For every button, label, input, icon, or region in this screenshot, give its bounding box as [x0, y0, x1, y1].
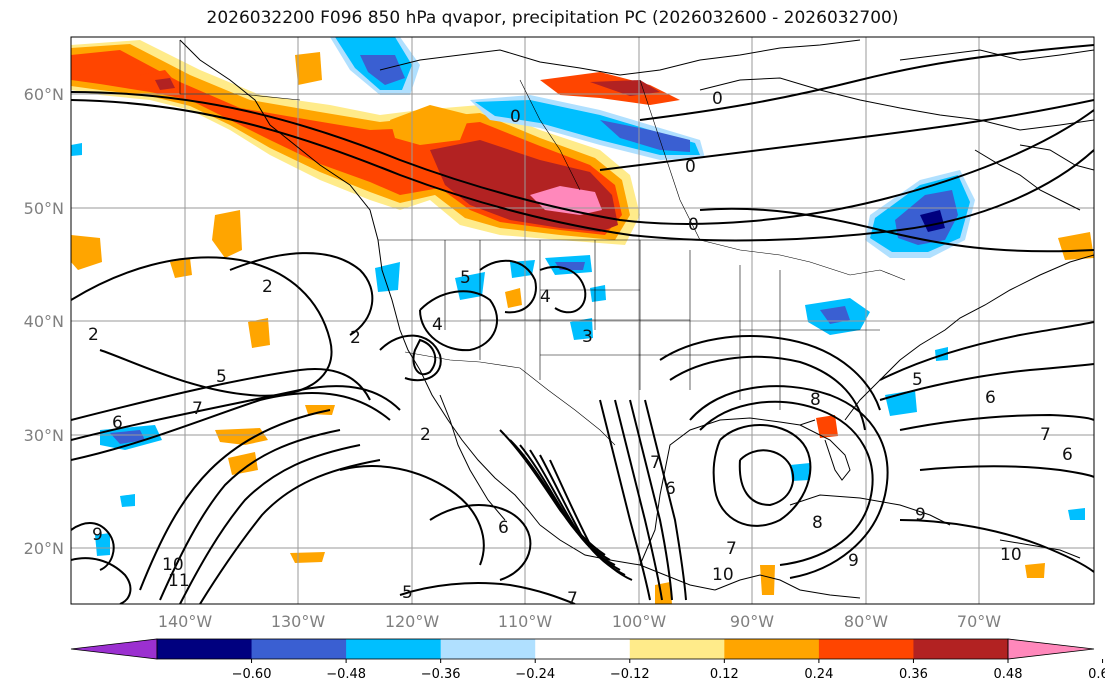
contour-label: 5 — [216, 367, 227, 387]
contour-label: 7 — [726, 539, 737, 559]
chart-title: 2026032200 F096 850 hPa qvapor, precipit… — [206, 8, 899, 28]
colorbar-frame — [156, 638, 1009, 660]
contour-label: 4 — [540, 287, 551, 307]
lon-label-90w: 90°W — [730, 612, 774, 631]
lon-label-80w: 80°W — [844, 612, 888, 631]
contour-label: 7 — [650, 453, 661, 473]
colorbar — [70, 638, 1095, 660]
contour-label: 6 — [665, 479, 676, 499]
graticule — [71, 37, 1094, 604]
lon-label-70w: 70°W — [957, 612, 1001, 631]
contour-label: 2 — [420, 425, 431, 445]
contour-label: 0 — [510, 107, 521, 127]
colorbar-tick-label: 0.48 — [994, 667, 1023, 682]
contour-label: 3 — [582, 327, 593, 347]
colorbar-tick-label: 0.24 — [804, 667, 833, 682]
contour-label: 5 — [912, 370, 923, 390]
contour-label: 9 — [848, 551, 859, 571]
colorbar-segment — [346, 639, 442, 659]
colorbar-segment — [724, 639, 820, 659]
colorbar-extension-high — [1007, 638, 1095, 660]
contour-label: 10 — [162, 555, 184, 575]
colorbar-tick-label: −0.48 — [326, 667, 366, 682]
contour-label: 6 — [498, 518, 509, 538]
contour-label: 7 — [192, 399, 203, 419]
contour-label: 6 — [985, 388, 996, 408]
lat-label-30n: 30°N — [24, 426, 64, 445]
contour-label: 9 — [92, 525, 103, 545]
contour-label: 2 — [262, 277, 273, 297]
contour-label: 2 — [88, 325, 99, 345]
colorbar-tick-label: 0.60 — [1088, 667, 1105, 682]
contour-label: 6 — [1062, 445, 1073, 465]
map-frame — [70, 36, 1095, 605]
lat-label-40n: 40°N — [24, 312, 64, 331]
contour-label: 7 — [1040, 425, 1051, 445]
contour-label: 2 — [350, 328, 361, 348]
colorbar-segment — [535, 639, 631, 659]
contour-label: 9 — [915, 505, 926, 525]
colorbar-segment — [913, 639, 1009, 659]
contour-label: 0 — [685, 157, 696, 177]
contour-label: 0 — [712, 89, 723, 109]
lon-label-140w: 140°W — [158, 612, 213, 631]
lat-label-60n: 60°N — [24, 85, 64, 104]
lon-label-130w: 130°W — [271, 612, 326, 631]
contour-label: 0 — [688, 215, 699, 235]
contour-label: 10 — [1000, 545, 1022, 565]
colorbar-segment — [251, 639, 347, 659]
contour-label: 8 — [810, 390, 821, 410]
colorbar-segment — [629, 639, 725, 659]
qvapor-contours — [71, 44, 1094, 604]
colorbar-segment — [440, 639, 536, 659]
contour-label: 6 — [112, 413, 123, 433]
contour-label: 5 — [402, 583, 413, 603]
contour-label: 8 — [812, 513, 823, 533]
lon-label-100w: 100°W — [612, 612, 667, 631]
lon-label-110w: 110°W — [498, 612, 553, 631]
colorbar-tick-label: −0.36 — [421, 667, 461, 682]
contour-label: 10 — [712, 565, 734, 585]
colorbar-tick-labels: −0.60 −0.48 −0.36 −0.24 −0.12 0.12 0.24 0.36 0.4… — [232, 659, 1105, 682]
colorbar-extension-low — [70, 638, 158, 660]
contour-label: 4 — [432, 315, 443, 335]
colorbar-segment — [157, 639, 253, 659]
contour-label: 5 — [460, 268, 471, 288]
contour-label: 7 — [567, 589, 578, 609]
lon-label-120w: 120°W — [385, 612, 440, 631]
colorbar-tick-label: 0.36 — [899, 667, 928, 682]
colorbar-tick-label: 0.12 — [710, 667, 739, 682]
lat-label-50n: 50°N — [24, 199, 64, 218]
contour-label: 11 — [168, 571, 190, 591]
colorbar-tick-label: −0.60 — [232, 667, 272, 682]
colorbar-segment — [818, 639, 914, 659]
colorbar-tick-label: −0.12 — [610, 667, 650, 682]
coastlines — [179, 39, 1094, 599]
colorbar-tick-label: −0.24 — [515, 667, 555, 682]
precip-negative-fills — [71, 37, 1085, 556]
lat-label-20n: 20°N — [24, 539, 64, 558]
